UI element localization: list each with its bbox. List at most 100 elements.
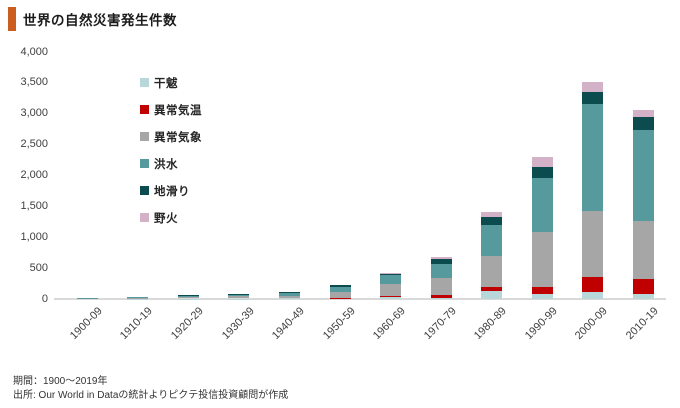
legend: 干魃異常気温異常気象洪水地滑り野火 [140, 76, 202, 238]
bar-segment [177, 296, 199, 299]
footer-source: 出所: Our World in Dataの統計よりピクテ投信投資顧問が作成 [13, 390, 289, 401]
bar-segment [531, 286, 553, 294]
bar-segment [632, 117, 654, 131]
chart-footer: 期間：1900～2019年 出所: Our World in Dataの統計より… [13, 375, 288, 403]
bar-segment [531, 157, 553, 168]
bar-segment [329, 284, 351, 287]
bar-segment [481, 287, 503, 292]
bar-segment [329, 291, 351, 299]
bar-segment [632, 220, 654, 279]
y-tick-label: 2,000 [20, 169, 48, 181]
bar-segment [430, 298, 452, 299]
legend-label: 異常気象 [154, 131, 202, 144]
bar-segment [380, 273, 402, 276]
chart-title: 世界の自然災害発生件数 [23, 13, 177, 28]
footer-period: 期間：1900～2019年 [13, 376, 108, 387]
bar-segment [430, 264, 452, 278]
legend-item: 洪水 [140, 157, 202, 171]
bar-segment [632, 278, 654, 294]
legend-item: 野火 [140, 211, 202, 225]
legend-label: 地滑り [154, 185, 190, 198]
legend-swatch [140, 132, 149, 141]
y-tick-label: 3,000 [20, 107, 48, 120]
bar-segment [481, 291, 503, 299]
bar-segment [430, 295, 452, 299]
y-axis: 0 500 1,000 1,500 2,000 2,500 3,000 3,500 4,000 [0, 0, 48, 320]
legend-swatch [140, 186, 149, 195]
bar-segment [582, 291, 604, 299]
y-tick-label: 500 [29, 261, 48, 274]
chart-header: 世界の自然災害発生件数 [8, 7, 177, 31]
y-tick-label: 1,500 [20, 199, 48, 212]
bar-segment [380, 275, 402, 284]
bar-segment [481, 224, 503, 257]
bar-segment [582, 81, 604, 92]
bar-segment [380, 295, 402, 298]
bar-segment [632, 293, 654, 299]
legend-item: 異常気象 [140, 130, 202, 144]
bar-segment [279, 298, 300, 299]
bar-segment [380, 297, 402, 299]
legend-item: 地滑り [140, 184, 202, 198]
x-tick-label: 1960-69 [371, 305, 409, 343]
bar-segment [127, 297, 149, 299]
x-axis-baseline [54, 298, 666, 300]
x-tick-label: 1990-99 [522, 305, 560, 343]
x-tick-label: 1950-59 [320, 305, 358, 343]
bar-segment [430, 278, 452, 296]
bar-segment [430, 258, 452, 265]
x-tick-label: 2000-09 [573, 305, 611, 343]
y-tick-label: 2,500 [20, 138, 48, 151]
legend-item: 異常気温 [140, 103, 202, 117]
bar-segment [632, 130, 654, 221]
bar-segment [329, 286, 351, 292]
bar-segment [228, 294, 250, 297]
bar-segment [127, 298, 149, 299]
bar-segment [430, 256, 452, 259]
bar-segment [279, 292, 300, 296]
legend-item: 干魃 [140, 76, 202, 90]
legend-swatch [140, 78, 149, 87]
bar-segment [531, 177, 553, 232]
x-tick-label: 1920-29 [168, 305, 206, 343]
legend-label: 洪水 [154, 158, 178, 171]
x-tick-label: 1900-09 [67, 305, 105, 343]
x-tick-label: 1970-79 [421, 305, 459, 343]
bar-segment [481, 216, 503, 225]
bar-segment [632, 110, 654, 118]
bar-segment [279, 295, 300, 299]
x-tick-label: 1930-39 [219, 305, 257, 343]
legend-swatch [140, 105, 149, 114]
bar-segment [481, 211, 503, 217]
bar-segment [329, 298, 351, 299]
legend-label: 異常気温 [154, 104, 202, 117]
legend-swatch [140, 213, 149, 222]
y-tick-label: 0 [41, 292, 48, 305]
bar-segment [177, 295, 199, 297]
bar-segment [76, 297, 98, 299]
legend-label: 野火 [154, 212, 178, 225]
bar-segment [582, 211, 604, 278]
legend-swatch [140, 159, 149, 168]
x-tick-label: 1980-89 [472, 305, 510, 343]
y-tick-label: 3,500 [20, 76, 48, 89]
x-tick-label: 2010-19 [623, 305, 661, 343]
bar-segment [481, 256, 503, 288]
x-tick-label: 1940-49 [269, 305, 307, 343]
bar-segment [531, 293, 553, 299]
bar-segment [582, 277, 604, 292]
bar-segment [582, 103, 604, 211]
legend-label: 干魃 [154, 77, 178, 90]
bar-segment [531, 167, 553, 178]
title-accent-bar [8, 7, 16, 31]
bar-segment [531, 231, 553, 287]
y-tick-label: 4,000 [20, 45, 48, 58]
bar-segment [228, 296, 250, 299]
x-tick-label: 1910-19 [118, 305, 156, 343]
bar-segment [582, 91, 604, 104]
bar-segment [380, 283, 402, 296]
y-tick-label: 1,000 [20, 230, 48, 243]
